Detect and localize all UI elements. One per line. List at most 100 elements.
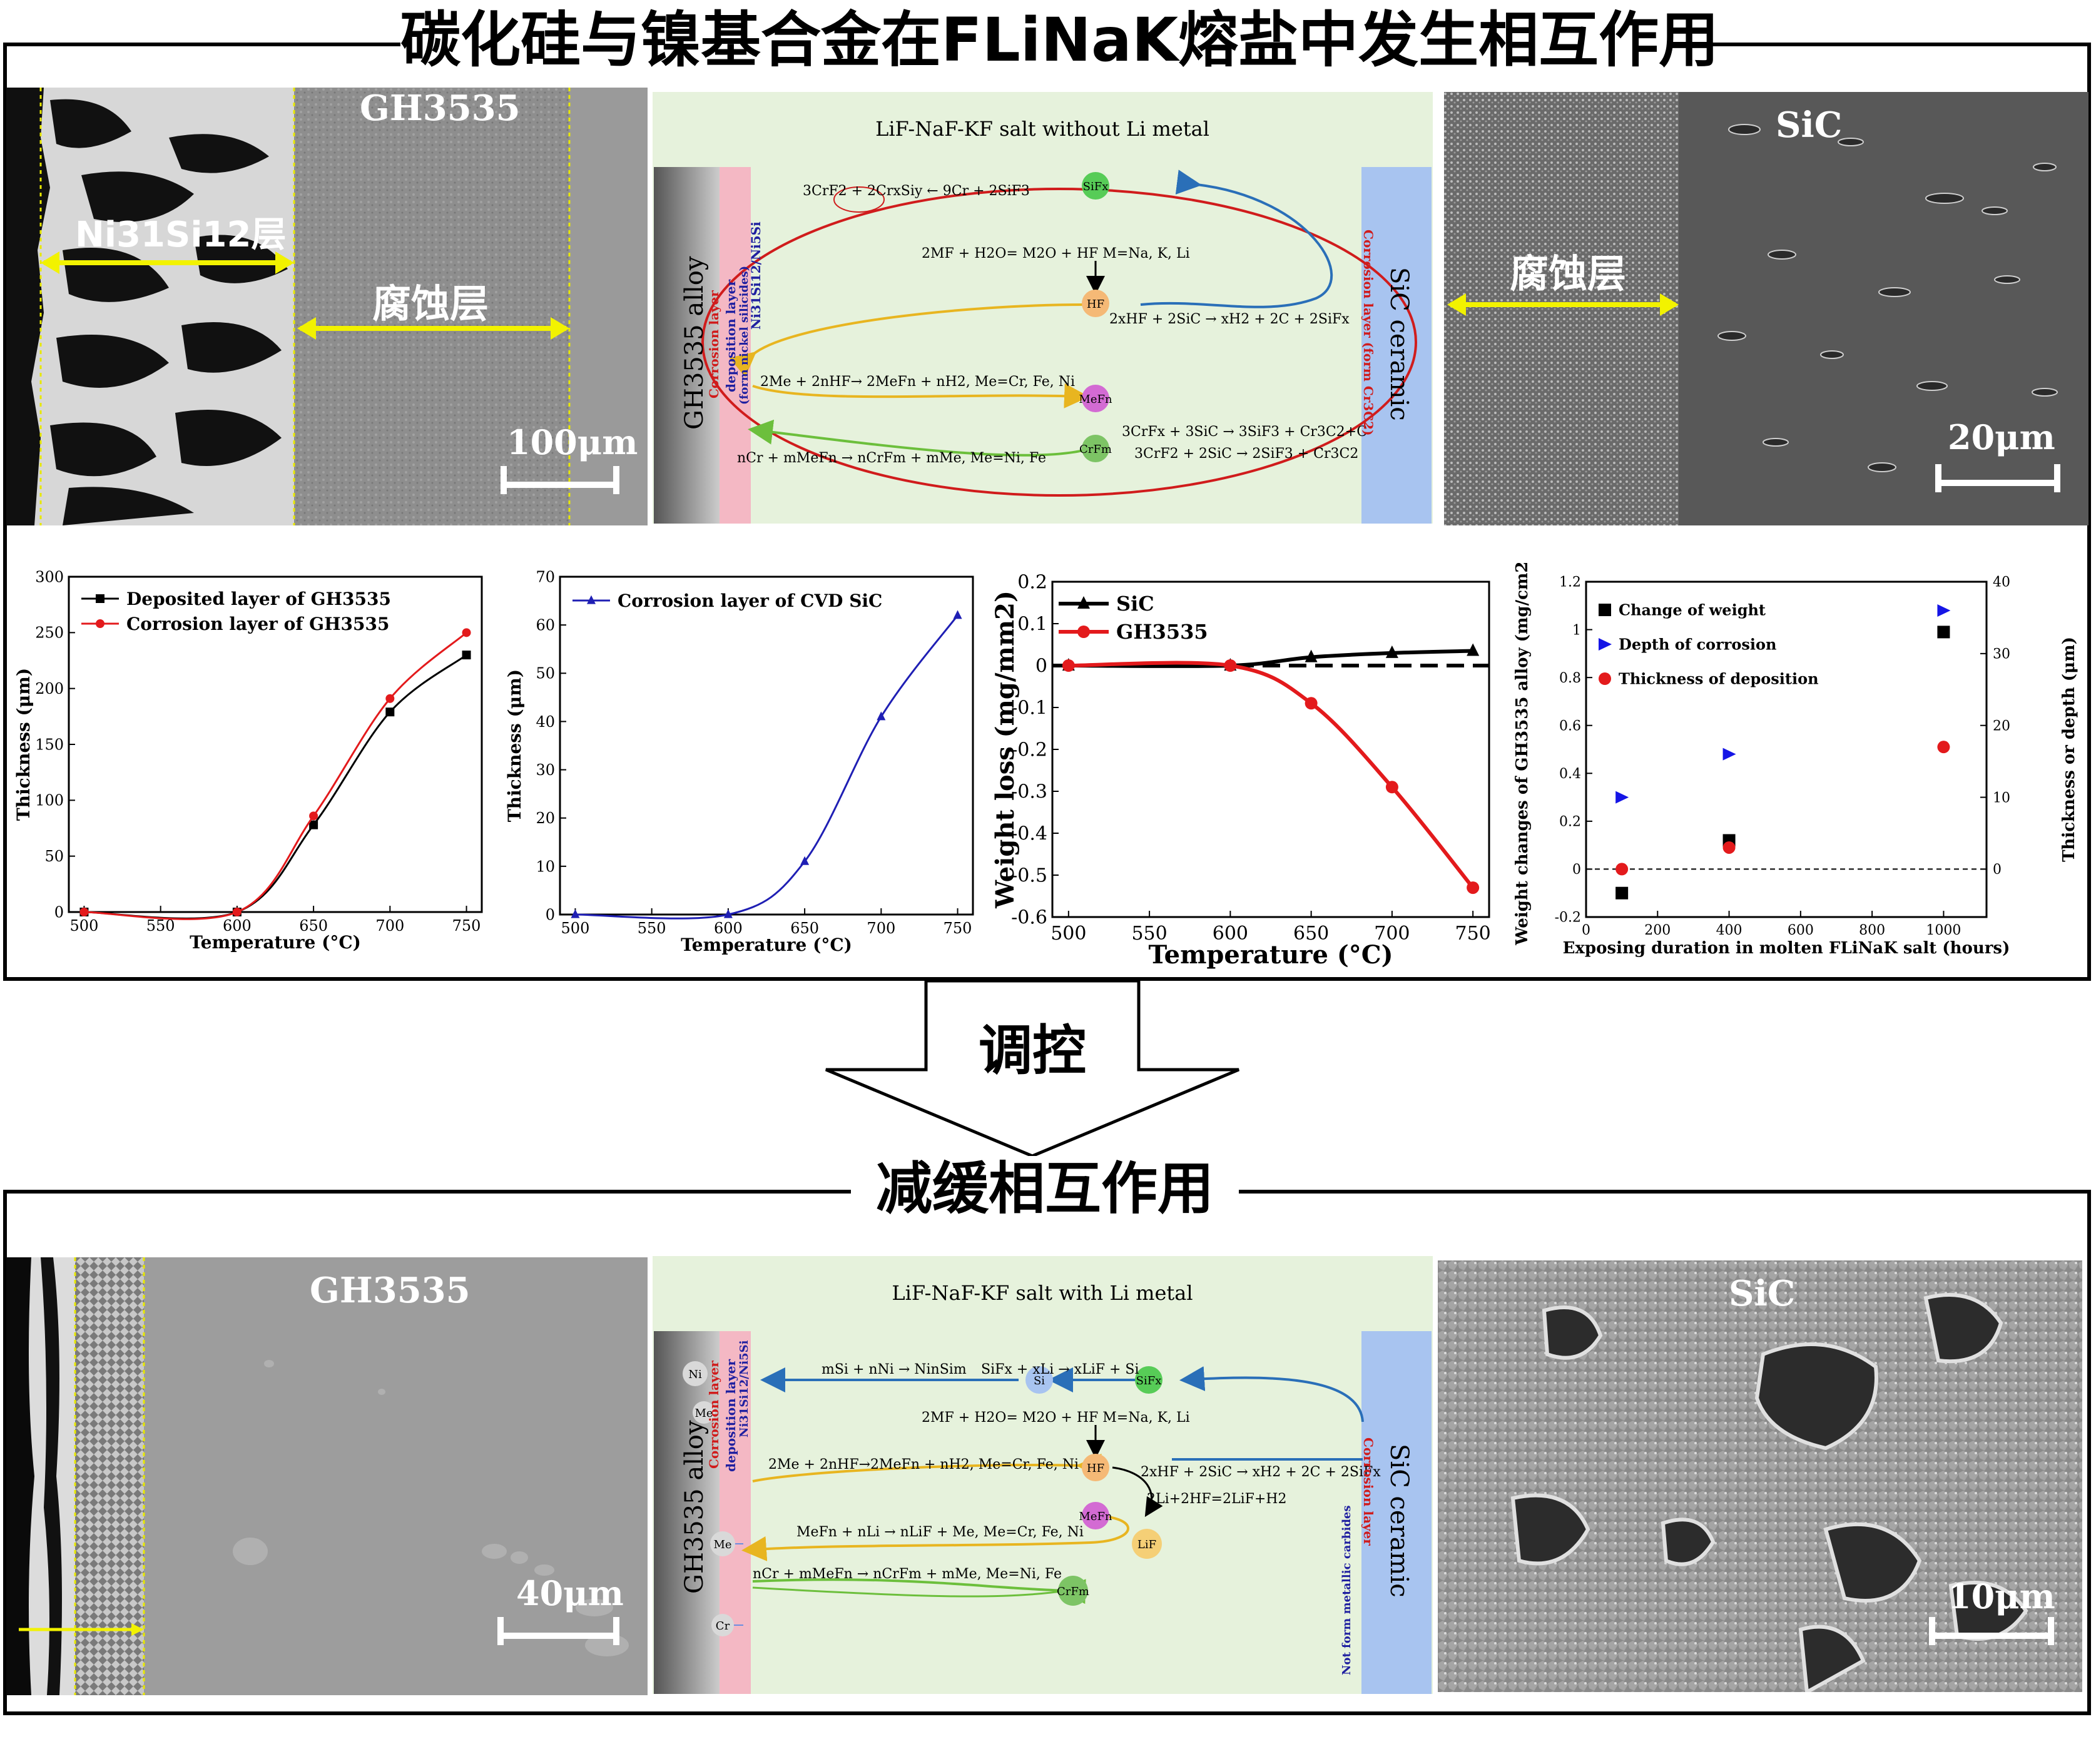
data-point bbox=[79, 908, 89, 916]
x-tick-label: 750 bbox=[452, 917, 481, 935]
series-line bbox=[84, 632, 467, 920]
data-point bbox=[571, 909, 580, 918]
legend-label: Deposited layer of GH3535 bbox=[126, 589, 391, 609]
side-node-me: Me bbox=[713, 1538, 731, 1551]
y-tick-label: 250 bbox=[35, 624, 64, 642]
legend-label: Corrosion layer of GH3535 bbox=[126, 614, 389, 634]
data-point bbox=[1467, 643, 1480, 656]
y-tick-label: 0.4 bbox=[1559, 766, 1581, 782]
node-si: Si bbox=[1034, 1374, 1045, 1387]
y-axis-label: Thickness (μm) bbox=[504, 669, 525, 822]
series-line bbox=[1068, 661, 1475, 889]
x-axis-label: Temperature (°C) bbox=[1148, 940, 1393, 970]
y-tick-label: -0.3 bbox=[1011, 781, 1047, 803]
y-tick-label: 300 bbox=[35, 568, 64, 585]
legend-marker bbox=[1599, 638, 1612, 651]
node-mefn: MeFn bbox=[1079, 1510, 1112, 1523]
data-point bbox=[1385, 781, 1398, 794]
x-tick-label: 700 bbox=[867, 920, 895, 937]
legend-label: Thickness of deposition bbox=[1619, 669, 1819, 687]
legend-label: SiC bbox=[1116, 592, 1154, 616]
control-arrow bbox=[825, 981, 1239, 1158]
sem-micrograph bbox=[6, 88, 648, 525]
y-tick-label: 0.1 bbox=[1017, 614, 1047, 636]
corrosion-layer-right: Corrosion layer (form Cr3C2) bbox=[1361, 230, 1376, 436]
y-axis-label: Thickness (μm) bbox=[13, 668, 34, 821]
x-tick-label: 800 bbox=[1859, 923, 1885, 938]
y2-axis-label: Thickness or depth (μm) bbox=[2060, 637, 2078, 862]
data-point bbox=[1062, 659, 1075, 672]
x-tick-label: 750 bbox=[944, 920, 972, 937]
data-point bbox=[232, 908, 242, 916]
control-label: 调控 bbox=[979, 1020, 1086, 1082]
y-tick-label: -0.1 bbox=[1011, 697, 1047, 719]
y-tick-label: -0.4 bbox=[1011, 823, 1047, 845]
eq-hydrolysis: 2MF + H2O= M2O + HF M=Na, K, Li bbox=[922, 246, 1190, 261]
deposition-phase: Ni31Si12/Ni5Si bbox=[748, 221, 763, 330]
legend-label: Depth of corrosion bbox=[1619, 635, 1776, 653]
y2-tick-label: 10 bbox=[1993, 790, 2010, 806]
data-point bbox=[1615, 886, 1629, 900]
node-crfm: CrFm bbox=[1057, 1585, 1089, 1598]
legend-label: Change of weight bbox=[1619, 601, 1766, 619]
legend-label: Corrosion layer of CVD SiC bbox=[618, 591, 882, 611]
data-point bbox=[1937, 741, 1950, 754]
alloy-label: GH3535 alloy bbox=[680, 256, 709, 430]
y-tick-label: -0.5 bbox=[1011, 865, 1047, 887]
data-point bbox=[723, 909, 733, 918]
sample-label: SiC bbox=[1776, 104, 1843, 146]
eq-crf1: 3CrFx + 3SiC → 3SiF3 + Cr3C2+C bbox=[1122, 424, 1367, 440]
legend-label: GH3535 bbox=[1116, 620, 1208, 644]
y-tick-label: -0.2 bbox=[1555, 910, 1581, 926]
eq-si: mSi + nNi → NinSim bbox=[822, 1362, 967, 1377]
sample-label: GH3535 bbox=[360, 88, 521, 129]
data-point bbox=[877, 711, 886, 721]
sem-micrograph-sic bbox=[1438, 1260, 2082, 1692]
legend-marker bbox=[1077, 626, 1090, 638]
mechanism-diagram-bottom: Ni Me Me Cr Si SiFx HF MeFn LiF CrFm LiF… bbox=[653, 1256, 1433, 1694]
data-point bbox=[385, 707, 395, 717]
series-line bbox=[575, 614, 959, 920]
x-tick-label: 650 bbox=[299, 917, 328, 935]
corrosion-layer-label: 腐蚀层 bbox=[372, 281, 489, 327]
ceramic-label: SiC ceramic bbox=[1385, 1444, 1413, 1598]
data-point bbox=[309, 811, 318, 821]
data-point bbox=[1305, 697, 1318, 710]
plot-frame bbox=[1585, 580, 1988, 918]
data-point bbox=[1937, 604, 1951, 617]
legend-marker bbox=[96, 594, 104, 603]
series-line bbox=[1068, 649, 1473, 668]
eq-hydrolysis: 2MF + H2O= M2O + HF M=Na, K, Li bbox=[922, 1410, 1190, 1426]
y-tick-label: 100 bbox=[35, 792, 64, 809]
legend-marker bbox=[1077, 596, 1090, 609]
legend-marker bbox=[587, 595, 596, 604]
y-tick-label: 10 bbox=[536, 858, 555, 875]
x-tick-label: 550 bbox=[146, 917, 175, 935]
data-point bbox=[1305, 649, 1318, 662]
x-tick-label: 700 bbox=[1374, 923, 1410, 945]
sem-micrograph-sic bbox=[1444, 92, 2088, 525]
eq-me-label: 2Me + 2nHF→ 2MeFn + nH2, Me=Cr, Fe, Ni bbox=[760, 374, 1075, 390]
x-tick-label: 700 bbox=[375, 917, 404, 935]
data-point bbox=[1937, 626, 1950, 639]
data-point bbox=[309, 820, 318, 829]
y-tick-label: 0.6 bbox=[1559, 718, 1581, 734]
top-title: 碳化硅与镍基合金在FLiNaK熔盐中发生相互作用 bbox=[400, 5, 1719, 75]
corrosion-layer-left: Corrosion layer bbox=[706, 1361, 721, 1469]
y-tick-label: 0 bbox=[1572, 862, 1581, 878]
eq-cr: nCr + mMeFn → nCrFm + mMe, Me=Ni, Fe bbox=[753, 1566, 1062, 1582]
x-tick-label: 550 bbox=[638, 920, 666, 937]
data-point bbox=[1615, 863, 1629, 876]
node-hf: HF bbox=[1087, 1462, 1104, 1475]
x-tick-label: 600 bbox=[1788, 923, 1814, 938]
chart-thickness-gh3535: 500 550 600 650 700 750 0 50 100 150 200 250 300 Temp… bbox=[13, 568, 483, 953]
y-tick-label: 150 bbox=[35, 736, 64, 753]
eq-hf: 2xHF + 2SiC → xH2 + 2C + 2SiFx bbox=[1141, 1464, 1381, 1480]
x-axis-label: Temperature (°C) bbox=[190, 932, 361, 953]
node-lif: LiF bbox=[1137, 1538, 1156, 1551]
diagram-title: LiF-NaF-KF salt without Li metal bbox=[875, 117, 1209, 141]
y-axis-label: Weight changes of GH3535 alloy (mg/cm2) bbox=[1513, 563, 1532, 946]
y-tick-label: 0 bbox=[546, 906, 555, 923]
data-point bbox=[462, 628, 471, 637]
node-hf: HF bbox=[1087, 298, 1104, 311]
